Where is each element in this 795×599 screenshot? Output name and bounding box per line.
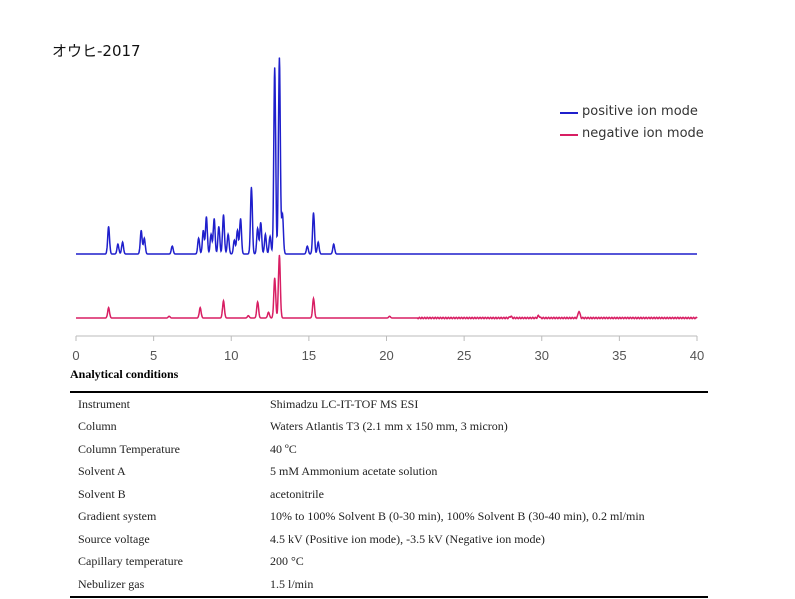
peak-point-positive-8 bbox=[205, 216, 207, 218]
peak-point-negative-1 bbox=[168, 315, 170, 317]
series-line-positive bbox=[76, 57, 697, 255]
row-label: Column Temperature bbox=[78, 441, 180, 456]
row-value: 1.5 l/min bbox=[270, 576, 314, 591]
table-row: Instrument Shimadzu LC-IT-TOF MS ESI bbox=[70, 392, 708, 416]
x-tick-label: 35 bbox=[612, 348, 626, 363]
table-row: Source voltage 4.5 kV (Positive ion mode)… bbox=[70, 528, 708, 551]
x-tick-label: 5 bbox=[150, 348, 157, 363]
table-row: Solvent A 5 mM Ammonium acetate solution bbox=[70, 461, 708, 484]
x-tick-label: 15 bbox=[302, 348, 316, 363]
table-row: Solvent B acetonitrile bbox=[70, 483, 708, 506]
peak-point-positive-15 bbox=[236, 229, 239, 232]
peak-point-negative-10 bbox=[389, 315, 391, 317]
traces bbox=[76, 57, 698, 320]
row-value: Waters Atlantis T3 (2.1 mm x 150 mm, 3 m… bbox=[270, 419, 508, 434]
table-row: Column Temperature 40 ºC bbox=[70, 438, 708, 461]
table-row: Nebulizer gas 1.5 l/min bbox=[70, 573, 708, 597]
peak-point-positive-26 bbox=[312, 212, 315, 214]
chart-title: オウヒ-2017 bbox=[52, 42, 141, 60]
row-label: Column bbox=[78, 419, 117, 434]
peak-point-positive-14 bbox=[233, 239, 235, 241]
row-value: Shimadzu LC-IT-TOF MS ESI bbox=[270, 396, 419, 411]
peak-point-negative-2 bbox=[199, 307, 201, 309]
row-label: Instrument bbox=[78, 396, 130, 411]
peak-point-negative-0 bbox=[108, 307, 110, 309]
conditions-table: Instrument Shimadzu LC-IT-TOF MS ESI Colu… bbox=[70, 391, 708, 598]
legend-label-positive: positive ion mode bbox=[582, 104, 698, 119]
row-value: 200 °C bbox=[270, 554, 304, 569]
peak-point-positive-4 bbox=[143, 237, 145, 239]
peak-point-positive-2 bbox=[122, 241, 124, 243]
peak-point-positive-23 bbox=[278, 57, 280, 59]
x-tick-label: 30 bbox=[535, 348, 549, 363]
row-label: Capillary temperature bbox=[78, 554, 183, 569]
legend-swatch-negative bbox=[560, 134, 578, 136]
peak-point-negative-6 bbox=[267, 311, 270, 313]
peak-point-positive-20 bbox=[264, 233, 266, 235]
peak-point-positive-22 bbox=[274, 67, 276, 69]
peak-point-positive-1 bbox=[117, 243, 119, 245]
x-tick-label: 40 bbox=[690, 348, 704, 363]
peak-point-positive-16 bbox=[240, 218, 242, 220]
peak-point-positive-18 bbox=[257, 227, 259, 230]
row-label: Gradient system bbox=[78, 509, 157, 524]
table-row: Column Waters Atlantis T3 (2.1 mm x 150 m… bbox=[70, 416, 708, 439]
peak-point-positive-24 bbox=[281, 214, 284, 216]
peak-point-negative-3 bbox=[222, 300, 225, 302]
row-value: 5 mM Ammonium acetate solution bbox=[270, 464, 438, 479]
peak-point-positive-3 bbox=[140, 229, 142, 232]
peak-point-positive-10 bbox=[213, 218, 215, 220]
peak-point-positive-9 bbox=[210, 233, 212, 235]
table-row: Capillary temperature 200 °C bbox=[70, 551, 708, 574]
chromatogram-chart: 0 5 10 15 20 25 30 35 40 bbox=[72, 57, 704, 363]
x-tick-label: 25 bbox=[457, 348, 471, 363]
peak-point-positive-25 bbox=[306, 245, 308, 247]
peak-point-positive-5 bbox=[171, 245, 173, 247]
peak-point-positive-12 bbox=[222, 214, 225, 216]
legend-swatch-positive bbox=[560, 112, 578, 114]
x-tick-label: 0 bbox=[72, 348, 79, 363]
peak-point-positive-21 bbox=[269, 235, 271, 237]
row-value: acetonitrile bbox=[270, 486, 324, 501]
peak-point-positive-6 bbox=[198, 237, 200, 239]
peak-point-negative-7 bbox=[274, 277, 276, 279]
peak-point-negative-5 bbox=[257, 301, 259, 303]
x-axis-ticks: 0 5 10 15 20 25 30 35 40 bbox=[72, 336, 704, 363]
row-value: 4.5 kV (Positive ion mode), -3.5 kV (Neg… bbox=[270, 531, 545, 546]
row-label: Nebulizer gas bbox=[78, 576, 145, 591]
peak-point-negative-4 bbox=[247, 315, 249, 317]
peak-point-negative-13 bbox=[578, 310, 580, 312]
peak-point-positive-13 bbox=[227, 233, 229, 235]
peak-point-positive-11 bbox=[218, 226, 220, 228]
peak-point-positive-28 bbox=[333, 243, 335, 245]
legend-label-negative: negative ion mode bbox=[582, 126, 704, 141]
series-line-negative bbox=[76, 255, 698, 320]
table-row: Gradient system 10% to 100% Solvent B (0-… bbox=[70, 506, 708, 529]
x-tick-label: 10 bbox=[224, 348, 238, 363]
row-value: 40 ºC bbox=[270, 441, 297, 456]
x-tick-label: 20 bbox=[379, 348, 393, 363]
peak-point-positive-0 bbox=[108, 226, 110, 228]
row-label: Solvent B bbox=[78, 486, 126, 501]
peak-point-negative-8 bbox=[278, 254, 280, 256]
row-label: Solvent A bbox=[78, 464, 126, 479]
peak-point-positive-19 bbox=[260, 222, 262, 224]
conditions-heading: Analytical conditions bbox=[70, 367, 179, 381]
peak-point-positive-27 bbox=[317, 241, 319, 243]
row-value: 10% to 100% Solvent B (0-30 min), 100% S… bbox=[270, 509, 645, 524]
peak-point-positive-17 bbox=[250, 186, 252, 188]
peak-point-positive-7 bbox=[202, 229, 204, 232]
peak-point-negative-11 bbox=[510, 315, 512, 317]
row-label: Source voltage bbox=[78, 531, 150, 546]
peak-point-negative-9 bbox=[312, 298, 315, 300]
peak-point-negative-12 bbox=[538, 315, 540, 317]
